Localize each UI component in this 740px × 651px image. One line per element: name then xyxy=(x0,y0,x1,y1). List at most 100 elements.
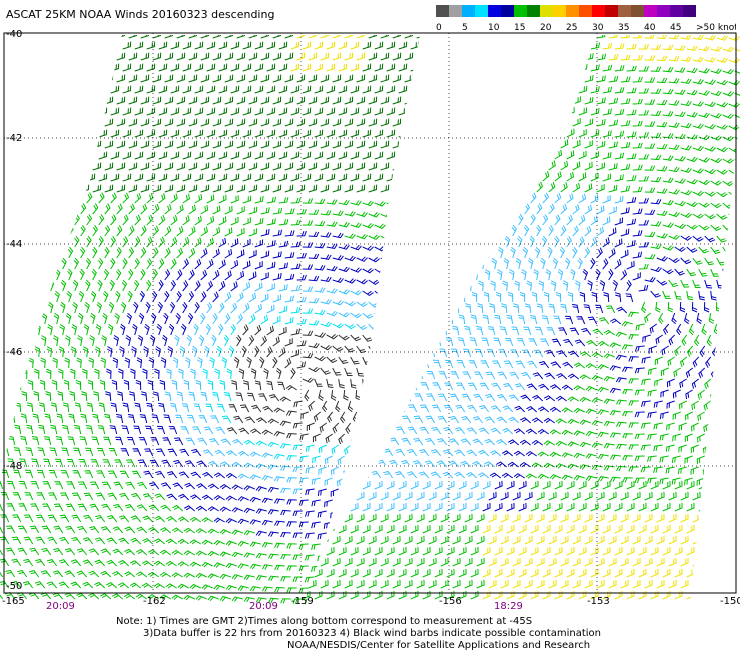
wind-barb xyxy=(323,521,333,529)
wind-barb xyxy=(704,191,716,197)
wind-barb xyxy=(224,313,231,325)
wind-barb xyxy=(416,513,425,523)
wind-barb xyxy=(620,185,631,193)
wind-barb xyxy=(450,371,460,380)
wind-barb xyxy=(596,97,606,105)
wind-barb xyxy=(146,129,156,138)
wind-barb xyxy=(68,35,78,39)
wind-barb xyxy=(133,301,139,314)
wind-barb xyxy=(350,129,360,138)
wind-barb xyxy=(532,394,544,402)
wind-barb xyxy=(33,391,40,402)
wind-barb xyxy=(92,118,102,127)
wind-barb xyxy=(175,312,181,325)
wind-barb xyxy=(398,107,408,116)
wind-barb xyxy=(212,162,222,171)
wind-barb xyxy=(272,315,281,325)
wind-barb xyxy=(481,337,490,347)
wind-barb xyxy=(280,554,291,560)
wind-barb xyxy=(423,108,431,115)
wind-barb xyxy=(258,393,268,402)
wind-barb xyxy=(39,379,46,391)
wind-barb xyxy=(48,301,54,314)
wind-barb xyxy=(362,590,371,600)
wind-barb xyxy=(350,222,362,228)
wind-barb xyxy=(404,93,411,105)
wind-barb xyxy=(18,503,28,512)
wind-barb xyxy=(86,214,93,226)
wind-barb xyxy=(578,193,587,204)
wind-barb xyxy=(225,517,237,524)
wind-barb xyxy=(429,346,436,354)
wind-barb xyxy=(236,313,243,325)
wind-barb xyxy=(722,524,731,534)
wind-barb xyxy=(455,258,461,270)
wind-barb xyxy=(356,118,366,127)
wind-barb xyxy=(272,118,282,127)
wind-barb xyxy=(438,371,448,380)
wind-barb xyxy=(590,42,600,50)
wind-barb xyxy=(236,74,246,83)
wind-barb xyxy=(98,257,104,270)
wind-barb xyxy=(391,158,398,171)
wind-barb xyxy=(386,290,398,297)
wind-barb xyxy=(602,258,609,270)
wind-barb xyxy=(638,284,649,292)
wind-barb xyxy=(84,301,90,314)
wind-barb xyxy=(164,391,172,402)
wind-barb xyxy=(485,246,492,259)
wind-barb xyxy=(260,96,270,105)
wind-barb xyxy=(224,118,234,127)
longitude-labels: -165 -162 -159 -156 -153 -150 xyxy=(2,596,740,607)
wind-barb xyxy=(180,426,190,435)
wind-barb xyxy=(620,141,631,149)
wind-barb xyxy=(320,140,330,149)
wind-barb xyxy=(704,79,716,85)
wind-barb xyxy=(228,404,238,413)
wind-barb xyxy=(500,137,508,149)
wind-barb xyxy=(476,535,485,545)
wind-barb xyxy=(465,303,472,314)
wind-barb xyxy=(672,389,681,399)
wind-barb xyxy=(170,41,180,50)
wind-barb xyxy=(427,180,434,193)
wind-barb xyxy=(459,291,466,303)
wind-barb xyxy=(573,407,585,414)
wind-barb xyxy=(336,191,342,204)
wind-barb xyxy=(111,379,118,391)
wind-barb xyxy=(24,514,34,523)
wind-barb xyxy=(680,579,689,589)
wind-barb xyxy=(392,35,402,39)
wind-barb xyxy=(308,535,317,545)
wind-barb xyxy=(359,470,370,479)
wind-barb xyxy=(78,481,88,490)
wind-barb xyxy=(280,576,291,582)
wind-barb xyxy=(326,85,336,94)
wind-barb xyxy=(62,63,72,72)
wind-barb xyxy=(662,245,674,251)
wind-barb xyxy=(404,136,410,149)
wind-barb xyxy=(81,391,88,402)
wind-barb xyxy=(96,301,102,314)
wind-barb xyxy=(596,513,605,523)
wind-barb xyxy=(561,474,573,481)
wind-barb xyxy=(680,78,692,85)
wind-barb xyxy=(464,72,472,83)
wind-barb xyxy=(60,279,67,292)
wind-barb xyxy=(218,173,228,182)
wind-barb xyxy=(512,159,519,171)
wind-barb xyxy=(674,502,683,512)
wind-barb xyxy=(332,184,342,193)
wind-barb xyxy=(518,170,525,182)
wind-barb xyxy=(79,268,85,281)
wind-barb xyxy=(566,546,575,556)
wind-barb xyxy=(596,491,605,501)
wind-barb xyxy=(140,140,150,149)
wind-barb xyxy=(446,502,455,512)
wind-barb xyxy=(721,433,729,444)
wind-barb xyxy=(308,184,318,193)
wind-barb xyxy=(656,143,668,150)
wind-barb xyxy=(284,35,294,39)
wind-barb xyxy=(182,129,192,138)
wind-barb xyxy=(374,568,383,578)
